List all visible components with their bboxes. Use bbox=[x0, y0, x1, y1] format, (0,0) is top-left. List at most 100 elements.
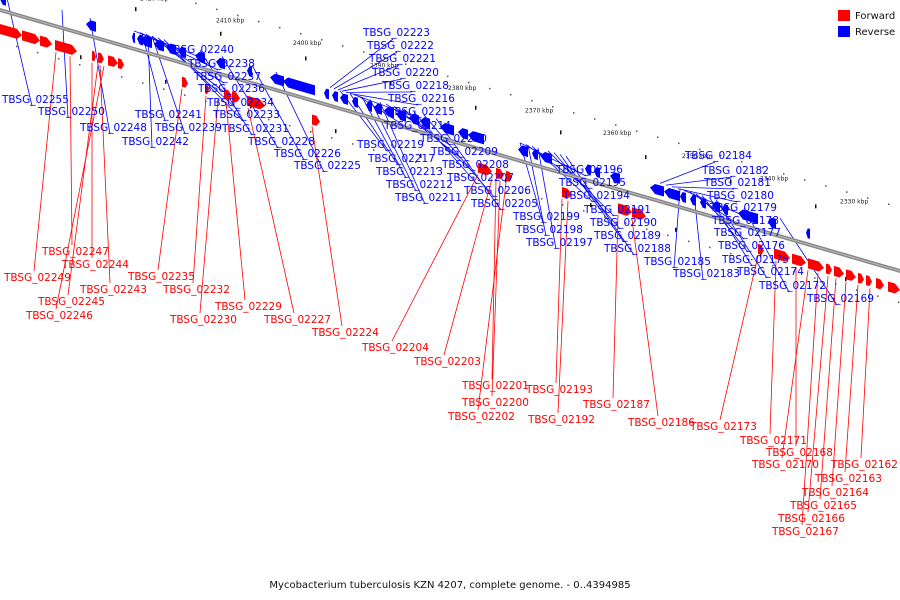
reverse-gene-label: TBSG_02234 bbox=[206, 97, 274, 109]
reverse-gene-label: TBSG_02225 bbox=[293, 160, 361, 172]
reverse-gene-label: TBSG_02195 bbox=[558, 177, 626, 189]
reverse-gene bbox=[468, 131, 484, 145]
forward-gene bbox=[632, 207, 646, 220]
reverse-leader-line bbox=[379, 102, 426, 205]
forward-gene bbox=[506, 170, 512, 182]
guide-dot bbox=[289, 124, 291, 127]
reverse-gene-label: TBSG_02217 bbox=[367, 153, 435, 165]
forward-leader-line bbox=[555, 198, 563, 384]
kbp-label: 2350 kbp bbox=[682, 153, 710, 160]
forward-leader-line bbox=[831, 281, 847, 487]
legend-forward-label: Forward bbox=[855, 11, 895, 22]
guide-dot bbox=[625, 222, 627, 224]
tick-mark bbox=[645, 155, 647, 160]
forward-leader-line bbox=[860, 288, 871, 459]
reverse-leader-line bbox=[565, 155, 635, 256]
reverse-gene bbox=[178, 46, 186, 58]
guide-dot bbox=[163, 88, 165, 90]
guide-dot bbox=[730, 252, 732, 255]
reverse-gene bbox=[154, 39, 164, 52]
forward-leader-line bbox=[225, 101, 246, 301]
reverse-gene bbox=[722, 204, 728, 216]
guide-dot bbox=[772, 264, 774, 267]
guide-dot bbox=[58, 57, 60, 60]
reverse-gene bbox=[680, 191, 686, 203]
forward-gene-label: TBSG_02166 bbox=[777, 513, 845, 525]
reverse-gene-label: TBSG_02207 bbox=[446, 172, 514, 184]
forward-gene bbox=[108, 55, 118, 67]
reverse-gene-label: TBSG_02248 bbox=[79, 122, 147, 134]
kbp-label: 2410 kbp bbox=[216, 18, 244, 25]
gene-features bbox=[0, 0, 900, 294]
tick-mark bbox=[730, 179, 732, 184]
tick-mark bbox=[505, 178, 507, 183]
forward-gene bbox=[0, 24, 22, 39]
guide-dot bbox=[405, 63, 407, 65]
reverse-gene-label: TBSG_02212 bbox=[385, 179, 453, 191]
reverse-gene bbox=[166, 43, 176, 56]
tick-mark bbox=[80, 55, 82, 60]
forward-gene bbox=[22, 30, 40, 45]
guide-dot bbox=[478, 179, 480, 182]
kbp-label: 2380 kbp bbox=[448, 85, 476, 92]
reverse-gene-label: TBSG_02241 bbox=[134, 109, 202, 121]
guide-dot bbox=[415, 161, 417, 163]
guide-dot bbox=[594, 118, 596, 120]
reverse-gene bbox=[132, 32, 135, 44]
reverse-gene-label: TBSG_02215 bbox=[387, 106, 455, 118]
legend-reverse-label: Reverse bbox=[855, 27, 895, 38]
reverse-gene-label: TBSG_02223 bbox=[362, 27, 430, 39]
tick-mark bbox=[815, 204, 817, 209]
guide-dot bbox=[636, 130, 638, 132]
forward-leader-line bbox=[781, 270, 809, 459]
reverse-gene-label: TBSG_02191 bbox=[583, 204, 651, 216]
guide-dot bbox=[667, 234, 669, 237]
reverse-gene-label: TBSG_02221 bbox=[368, 53, 436, 65]
forward-leader-line bbox=[199, 99, 219, 314]
forward-gene-label: TBSG_02245 bbox=[37, 296, 105, 308]
reverse-gene-label: TBSG_02240 bbox=[166, 44, 234, 56]
reverse-leader-line bbox=[701, 195, 749, 253]
reverse-leader-line bbox=[527, 145, 547, 237]
forward-leader-line bbox=[491, 180, 501, 397]
reverse-gene bbox=[458, 128, 468, 140]
reverse-gene bbox=[0, 0, 6, 6]
forward-leader-line bbox=[557, 200, 569, 414]
guide-dot bbox=[867, 197, 869, 199]
forward-leader-line bbox=[769, 261, 777, 435]
forward-gene-label: TBSG_02186 bbox=[627, 417, 695, 429]
guide-dot bbox=[331, 137, 333, 139]
guide-dot bbox=[646, 228, 648, 230]
legend-reverse-swatch bbox=[838, 26, 850, 37]
reverse-gene bbox=[712, 201, 720, 213]
forward-leader-line bbox=[631, 219, 659, 417]
reverse-gene bbox=[283, 77, 315, 96]
forward-gene bbox=[496, 167, 504, 180]
reverse-gene-label: TBSG_02237 bbox=[193, 71, 261, 83]
forward-gene-label: TBSG_02247 bbox=[41, 246, 109, 258]
reverse-gene bbox=[195, 51, 205, 64]
reverse-gene bbox=[352, 96, 358, 108]
tick-mark bbox=[220, 31, 222, 36]
forward-gene-label: TBSG_02244 bbox=[61, 259, 129, 271]
kbp-label: 2400 kbp bbox=[293, 40, 321, 47]
reverse-gene bbox=[137, 34, 143, 46]
forward-gene-label: TBSG_02229 bbox=[214, 301, 282, 313]
forward-gene-label: TBSG_02192 bbox=[527, 414, 595, 426]
reverse-leader-line bbox=[665, 176, 733, 186]
guide-dot bbox=[216, 8, 218, 11]
guide-dot bbox=[468, 81, 470, 84]
guide-dot bbox=[804, 179, 806, 181]
reverse-leader-line bbox=[369, 99, 417, 192]
reverse-gene-label: TBSG_02184 bbox=[684, 150, 752, 162]
reverse-gene bbox=[140, 36, 152, 49]
reverse-gene-label: TBSG_02222 bbox=[366, 40, 434, 52]
forward-gene bbox=[562, 186, 572, 199]
guide-dot bbox=[888, 203, 890, 206]
forward-gene bbox=[758, 243, 764, 255]
guide-dot bbox=[709, 246, 711, 249]
forward-gene bbox=[478, 162, 492, 176]
reverse-leader-line bbox=[329, 38, 394, 89]
